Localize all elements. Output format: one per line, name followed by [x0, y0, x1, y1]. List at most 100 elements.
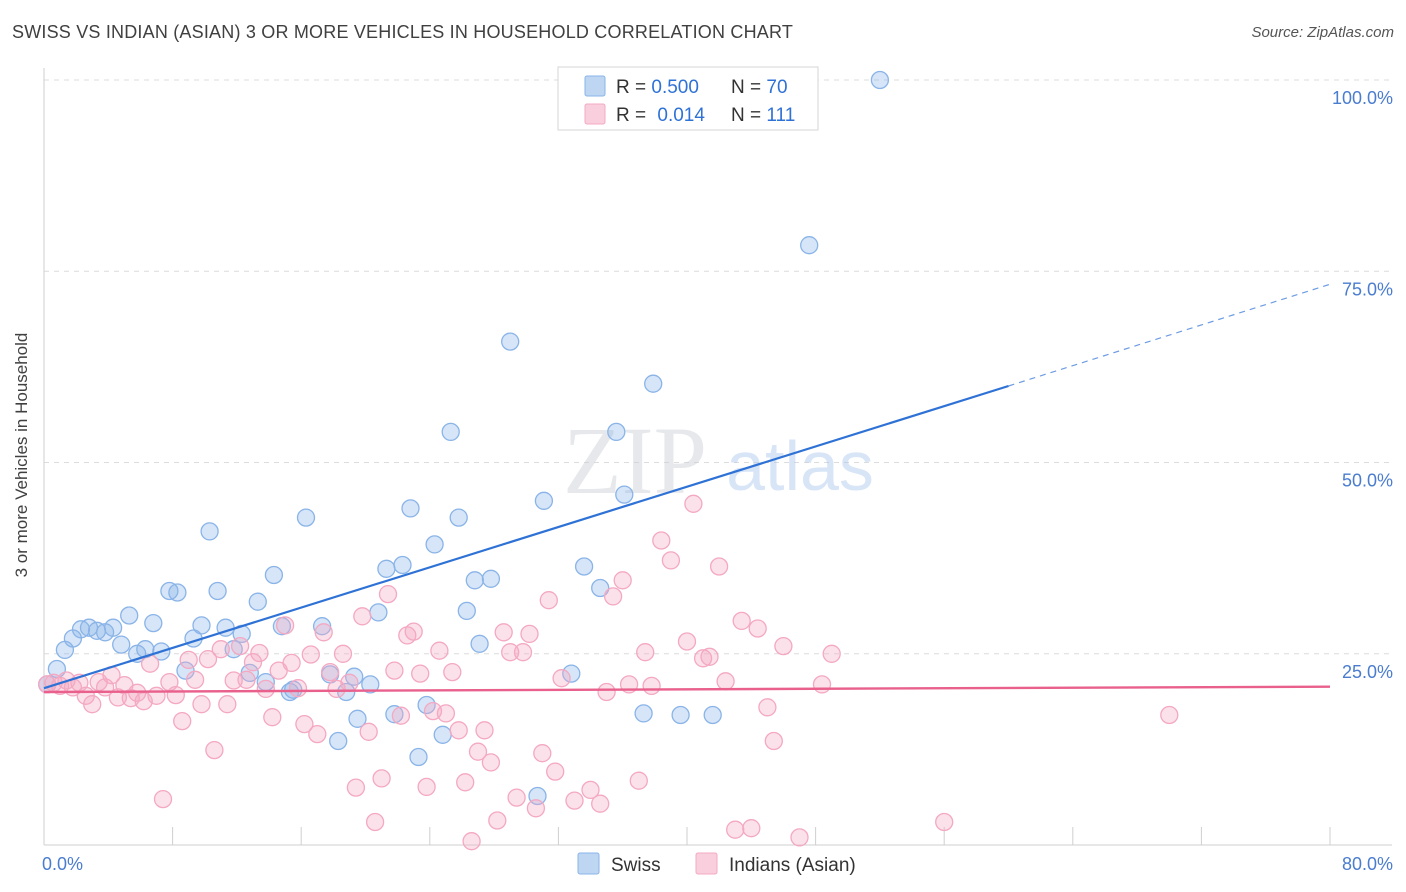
indian-point	[533, 744, 552, 763]
indian-point	[237, 670, 256, 689]
indian-point	[742, 819, 761, 838]
swiss-point	[501, 332, 520, 351]
indian-point	[404, 622, 423, 641]
swiss-point	[393, 555, 412, 575]
indian-point	[693, 649, 713, 668]
indian-point	[513, 643, 533, 662]
indian-point	[353, 607, 372, 626]
indian-point	[597, 682, 616, 702]
indian-point	[677, 632, 697, 651]
swiss-point	[703, 705, 722, 725]
indian-point	[636, 643, 655, 662]
swiss-point	[457, 601, 476, 621]
swiss-point	[425, 535, 444, 554]
indian-point	[218, 695, 237, 714]
swiss-point	[369, 603, 388, 622]
swiss-point	[144, 613, 163, 633]
indian-point	[520, 624, 539, 644]
watermark-atlas: atlas	[726, 427, 874, 505]
swiss-point	[176, 661, 195, 680]
swiss-point	[644, 374, 663, 393]
indian-point	[1160, 705, 1179, 725]
indian-point	[591, 794, 610, 813]
swiss-point	[465, 571, 484, 590]
indian-point	[179, 650, 198, 670]
swiss-point	[264, 565, 284, 585]
indian-point	[565, 791, 584, 810]
y-tick-label: 75.0%	[1342, 279, 1393, 299]
indian-point	[308, 724, 327, 744]
indian-point	[173, 711, 192, 731]
swiss-point	[248, 592, 267, 611]
watermark-zip: ZIP	[563, 407, 707, 514]
indian-point	[449, 721, 468, 740]
indian-point	[456, 773, 475, 792]
swiss-point	[449, 508, 468, 527]
indian-point	[443, 662, 462, 682]
legend-n-value: N = 111	[731, 105, 795, 126]
indian-point	[385, 661, 404, 680]
indian-point	[488, 811, 507, 830]
swiss-point	[433, 725, 452, 744]
indian-point	[603, 587, 623, 606]
swiss-point	[208, 581, 227, 601]
indian-point	[501, 643, 520, 662]
swiss-point	[574, 557, 594, 576]
indian-point	[391, 706, 411, 725]
swiss-point	[361, 675, 380, 694]
bottom-legend-swatch	[695, 852, 718, 875]
indian-point	[732, 611, 751, 631]
swiss-point	[534, 491, 554, 510]
legend-swatch	[584, 75, 606, 97]
swiss-point	[120, 606, 139, 625]
indian-point	[436, 704, 456, 723]
indian-point	[764, 731, 783, 751]
indian-point	[642, 676, 661, 696]
swiss-point	[345, 667, 364, 686]
indian-point	[475, 721, 494, 740]
indian-point	[430, 641, 449, 660]
legend-r-value: R = 0.014	[616, 105, 705, 126]
indian-point	[462, 832, 481, 851]
indian-point	[774, 636, 793, 656]
swiss-point	[481, 569, 501, 588]
indian-point	[494, 623, 513, 642]
indian-point	[812, 675, 832, 694]
swiss-point	[671, 705, 690, 725]
indian-point	[552, 669, 571, 688]
y-tick-label: 100.0%	[1332, 88, 1393, 108]
y-tick-label: 25.0%	[1342, 662, 1393, 682]
indian-point	[282, 653, 301, 673]
bottom-legend-label: Swiss	[611, 855, 661, 876]
indian-point	[661, 551, 681, 570]
legend-box: R = 0.500 N = 70 R = 0.014 N = 111	[557, 66, 819, 131]
chart-title: SWISS VS INDIAN (ASIAN) 3 OR MORE VEHICL…	[12, 22, 794, 42]
source-credit: Source: ZipAtlas.com	[1251, 24, 1394, 41]
swiss-point	[329, 731, 348, 751]
tick-labels: 25.0% 50.0% 75.0% 100.0% 0.0% 80.0%	[42, 88, 1393, 874]
indian-point	[256, 679, 275, 699]
swiss-trend-extension	[1008, 283, 1331, 387]
indian-point	[224, 671, 243, 690]
swiss-trend-line	[43, 384, 1009, 690]
indian-point	[481, 753, 501, 772]
swiss-point	[377, 559, 396, 578]
indian-point	[684, 494, 703, 513]
swiss-point	[591, 578, 610, 598]
indian-point	[359, 722, 378, 741]
indian-point	[301, 645, 320, 664]
swiss-point	[634, 704, 653, 723]
indian-point	[250, 643, 269, 663]
x-tick-label-min: 0.0%	[42, 854, 83, 874]
swiss-point	[112, 635, 131, 654]
indian-point	[211, 640, 230, 659]
trend-lines	[43, 283, 1331, 694]
legend-n-value: N = 70	[731, 77, 788, 98]
indian-point	[166, 685, 185, 705]
indian-point	[192, 695, 211, 714]
indian-point	[372, 769, 391, 788]
indian-point	[748, 619, 767, 638]
indian-point	[417, 777, 436, 797]
swiss-point	[200, 522, 219, 541]
bottom-legend-swatch	[577, 852, 600, 875]
